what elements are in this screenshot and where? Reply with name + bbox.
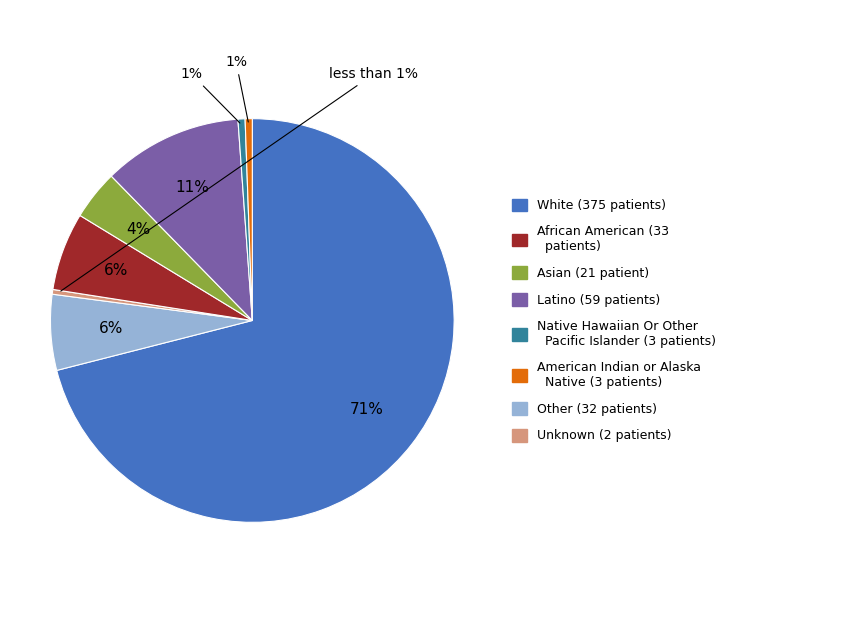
- Wedge shape: [52, 289, 252, 320]
- Text: 1%: 1%: [225, 55, 248, 122]
- Text: 6%: 6%: [103, 263, 128, 278]
- Legend: White (375 patients), African American (33
  patients), Asian (21 patient), Lati: White (375 patients), African American (…: [511, 199, 716, 442]
- Text: 1%: 1%: [181, 67, 240, 123]
- Text: 4%: 4%: [126, 222, 151, 237]
- Text: less than 1%: less than 1%: [61, 67, 418, 291]
- Wedge shape: [56, 119, 454, 522]
- Wedge shape: [238, 119, 252, 320]
- Wedge shape: [80, 176, 252, 320]
- Wedge shape: [245, 119, 252, 320]
- Wedge shape: [53, 215, 252, 320]
- Text: 6%: 6%: [99, 321, 124, 337]
- Wedge shape: [50, 294, 252, 370]
- Text: 11%: 11%: [176, 181, 209, 196]
- Wedge shape: [111, 119, 252, 320]
- Text: 71%: 71%: [350, 402, 384, 417]
